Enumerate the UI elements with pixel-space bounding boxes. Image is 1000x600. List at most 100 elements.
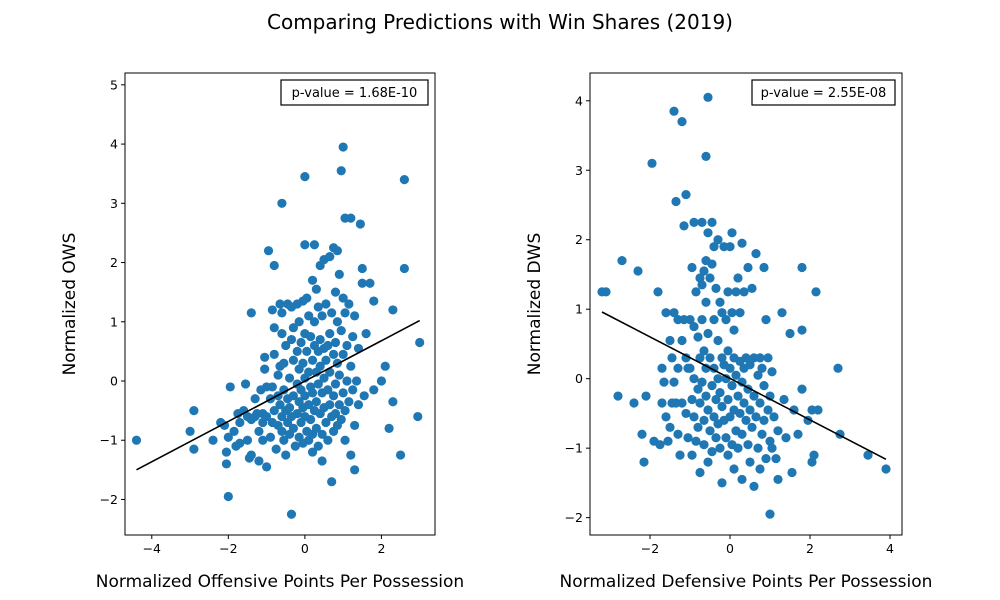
y-tick-label: 1	[575, 302, 583, 317]
scatter-point	[685, 315, 695, 325]
scatter-point	[332, 317, 343, 327]
scatter-point	[328, 349, 339, 359]
scatter-point	[757, 363, 767, 373]
scatter-point	[741, 353, 751, 363]
scatter-point	[225, 382, 235, 392]
plot-area	[590, 73, 902, 535]
axis-ticks: −2 0 2 4 −2 −1 0 1 2 3 4	[565, 93, 894, 556]
scatter-point	[307, 355, 318, 365]
scatter-point	[369, 296, 379, 306]
scatter-point	[327, 477, 337, 487]
scatter-point	[223, 432, 233, 442]
y-axis-label: Normalized OWS	[60, 233, 80, 376]
scatter-point	[323, 340, 333, 351]
scatter-point	[697, 315, 707, 325]
scatter-point	[388, 397, 398, 407]
scatter-point	[673, 429, 683, 439]
scatter-point	[325, 400, 335, 410]
scatter-point	[767, 367, 777, 377]
scatter-point	[763, 405, 773, 415]
scatter-point	[703, 92, 713, 102]
scatter-point	[743, 262, 753, 273]
scatter-point	[727, 381, 737, 391]
y-tick-label: 1	[110, 314, 118, 329]
scatter-point	[711, 283, 721, 293]
scatter-point	[695, 353, 705, 363]
scatter-point	[229, 426, 239, 436]
scatter-point	[284, 373, 295, 383]
scatter-point	[703, 405, 713, 415]
p-value-box-border	[280, 79, 429, 106]
p-value-box: p-value = 1.68E-10	[280, 79, 429, 106]
scatter-point	[262, 462, 272, 472]
scatter-point	[321, 355, 331, 365]
scatter-point	[677, 398, 687, 408]
scatter-point	[330, 408, 341, 419]
scatter-point	[717, 478, 727, 488]
scatter-point	[269, 323, 279, 333]
scatter-point	[697, 280, 707, 290]
scatter-point	[317, 456, 327, 466]
scatter-point	[737, 238, 747, 248]
scatter-point	[711, 394, 721, 405]
scatter-point	[757, 429, 767, 439]
scatter-point	[683, 433, 693, 443]
scatter-point	[797, 262, 807, 273]
scatter-point	[705, 353, 715, 363]
scatter-point	[671, 196, 681, 207]
scatter-point	[323, 435, 333, 445]
scatter-point	[641, 391, 651, 401]
scatter-point	[275, 400, 285, 410]
x-tick-label: −4	[143, 541, 161, 556]
scatter-point	[787, 467, 797, 478]
scatter-point	[717, 353, 727, 363]
scatter-point	[675, 450, 685, 460]
scatter-point	[681, 353, 691, 363]
scatter-point	[208, 435, 218, 445]
scatter-point	[797, 384, 807, 394]
scatter-point	[667, 353, 677, 363]
scatter-point	[767, 443, 777, 453]
scatter-point	[323, 385, 333, 395]
scatter-point	[357, 263, 367, 274]
scatter-point	[699, 415, 709, 425]
scatter-point	[350, 420, 360, 431]
scatter-point	[701, 363, 711, 373]
scatter-point	[693, 332, 703, 342]
scatter-point	[601, 287, 611, 297]
scatter-point	[659, 377, 669, 387]
scatter-point	[699, 266, 709, 276]
scatter-point	[755, 464, 765, 474]
scatter-point	[288, 423, 298, 433]
scatter-point	[304, 367, 314, 377]
scatter-point	[727, 228, 737, 238]
scatter-point	[279, 435, 289, 445]
scatter-point	[739, 287, 749, 297]
scatter-point	[689, 374, 699, 384]
scatter-point	[677, 335, 687, 346]
scatter-point	[633, 266, 643, 276]
scatter-point	[673, 363, 683, 373]
scatter-point	[749, 481, 759, 491]
scatter-point	[258, 435, 268, 445]
scatter-point	[657, 363, 667, 373]
scatter-point	[695, 467, 705, 478]
axis-ticks: −4 −2 0 2 −2 −1 0 1 2 3 4 5	[100, 77, 386, 556]
scatter-point	[723, 450, 733, 460]
scatter-point	[653, 287, 663, 297]
scatter-point	[300, 240, 310, 250]
ows-scatter-panel: −4 −2 0 2 −2 −1 0 1 2 3 4 5 p-value = 1.68E-10 Norm…	[60, 72, 464, 592]
scatter-point	[306, 331, 316, 342]
scatter-point	[235, 438, 245, 448]
scatter-point	[699, 440, 709, 450]
scatter-point	[344, 397, 354, 407]
scatter-point	[376, 376, 387, 386]
scatter-point	[338, 293, 348, 303]
scatter-point	[669, 106, 679, 116]
scatter-point	[729, 464, 739, 474]
scatter-point	[332, 246, 343, 256]
scatter-point	[267, 305, 277, 315]
scatter-point	[344, 299, 354, 309]
scatter-point	[189, 444, 199, 454]
